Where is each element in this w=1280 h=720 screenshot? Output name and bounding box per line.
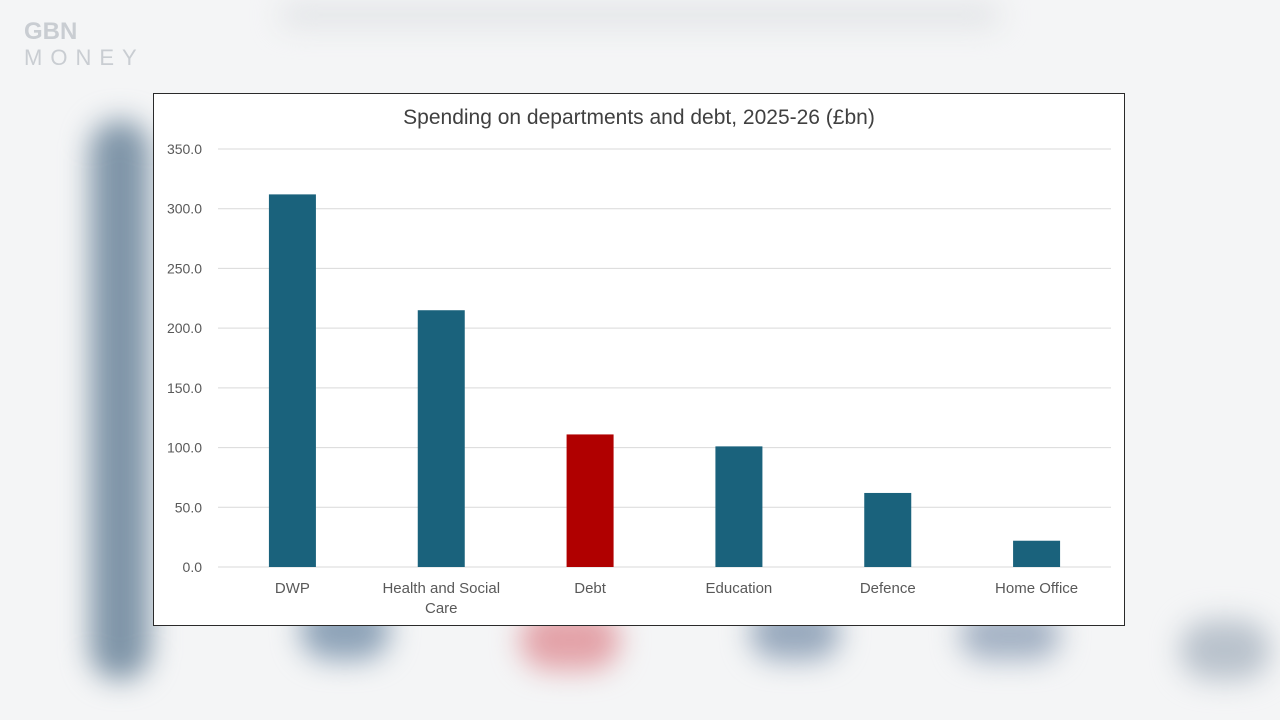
- y-tick-label: 50.0: [175, 499, 202, 515]
- x-tick-label: Home Office: [995, 580, 1078, 597]
- gbn-money-logo: GBN MONEY: [24, 20, 145, 69]
- y-tick-label: 0.0: [183, 559, 203, 575]
- y-tick-label: 200.0: [167, 320, 202, 336]
- x-tick-label: Health and Social Care: [382, 580, 500, 617]
- bar-defence: [864, 492, 912, 567]
- y-tick-label: 250.0: [167, 260, 202, 276]
- gridlines: [218, 148, 1111, 568]
- y-tick-label: 300.0: [167, 201, 202, 217]
- blurred-text: [280, 4, 1000, 26]
- x-tick-label: Debt: [574, 580, 607, 597]
- blurred-bar: [90, 120, 150, 680]
- bar-health-and-social-care: [417, 310, 465, 567]
- y-tick-label: 100.0: [167, 440, 202, 456]
- chart-title: Spending on departments and debt, 2025-2…: [403, 106, 875, 129]
- x-axis-labels: DWP Health and Social Care Debt Education Def…: [275, 580, 1078, 617]
- logo-line-1: GBN: [24, 18, 78, 45]
- x-tick-label: Defence: [860, 580, 916, 597]
- bars: [268, 194, 1061, 567]
- bar-education: [715, 446, 763, 567]
- bar-dwp: [268, 194, 316, 567]
- bar-home-office: [1013, 540, 1061, 567]
- x-tick-label: DWP: [275, 580, 310, 597]
- bar-chart: Spending on departments and debt, 2025-2…: [167, 106, 1111, 617]
- bar-chart-panel: Spending on departments and debt, 2025-2…: [153, 93, 1125, 626]
- y-tick-label: 350.0: [167, 141, 202, 157]
- x-tick-label: Education: [706, 580, 773, 597]
- y-axis-ticks: 0.0 50.0 100.0 150.0 200.0 250.0 300.0 350.0: [167, 141, 202, 575]
- bar-debt: [566, 434, 614, 567]
- logo-line-2: MONEY: [24, 45, 145, 70]
- blurred-bar: [1180, 620, 1270, 680]
- y-tick-label: 150.0: [167, 380, 202, 396]
